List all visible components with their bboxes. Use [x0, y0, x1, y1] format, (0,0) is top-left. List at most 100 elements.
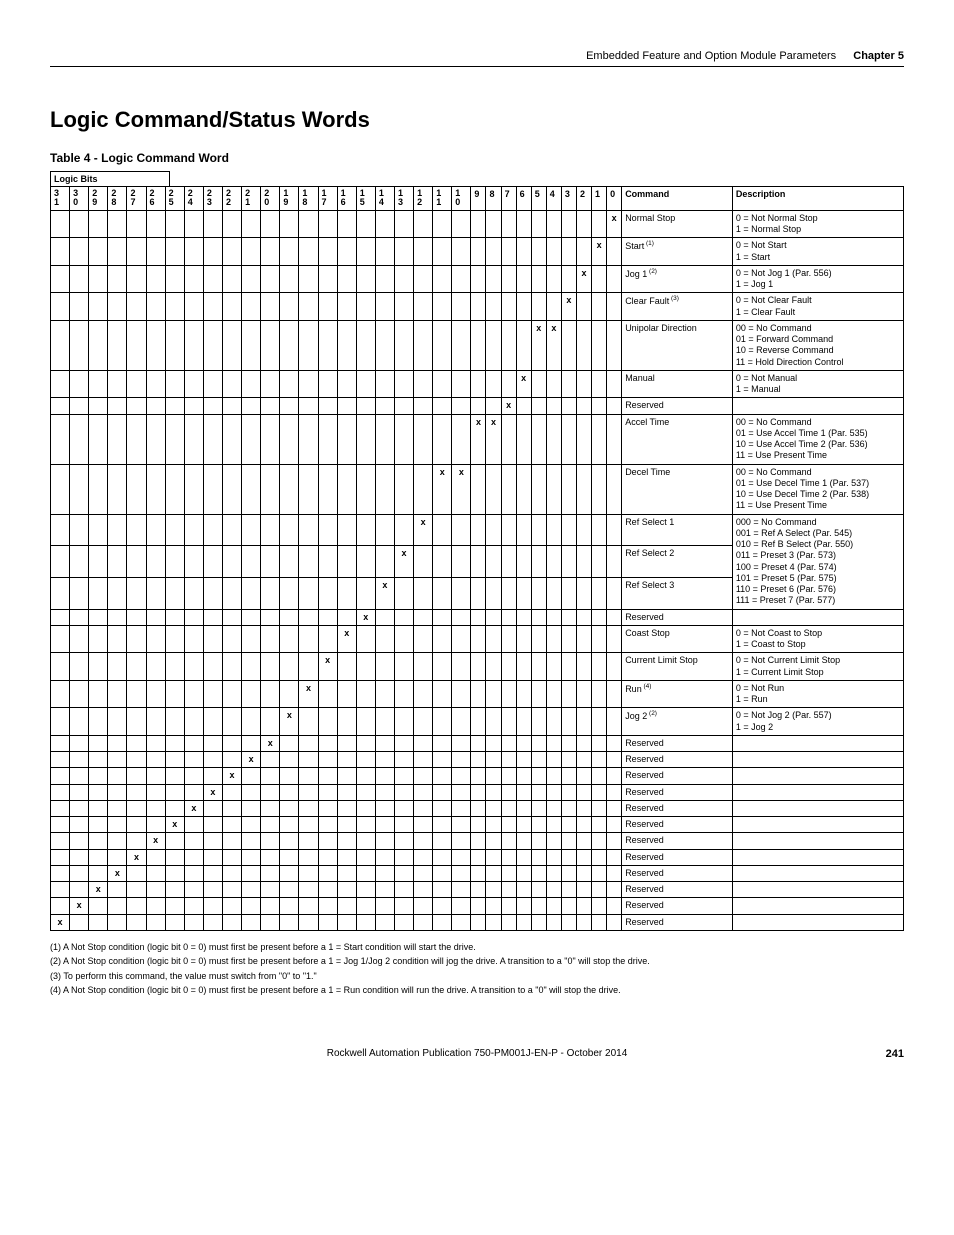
bit-cell	[356, 833, 375, 849]
bit-cell	[299, 800, 318, 816]
description-cell: 0 = Not Current Limit Stop 1 = Current L…	[732, 653, 903, 681]
bit-cell	[433, 833, 452, 849]
bit-cell	[165, 609, 184, 625]
bit-cell	[89, 849, 108, 865]
bit-cell: x	[531, 320, 546, 370]
bit-cell	[222, 514, 241, 546]
footnote: (2) A Not Stop condition (logic bit 0 = …	[50, 955, 904, 969]
bit-cell	[89, 865, 108, 881]
bit-cell	[318, 265, 337, 293]
bit-cell	[242, 238, 261, 266]
bit-cell	[222, 833, 241, 849]
bit-cell	[561, 680, 576, 708]
bit-cell	[299, 849, 318, 865]
bit-header: 8	[486, 187, 501, 211]
bit-cell	[486, 914, 501, 930]
bit-cell	[108, 849, 127, 865]
bit-cell: x	[51, 914, 70, 930]
bit-cell	[414, 577, 433, 609]
bit-cell	[486, 768, 501, 784]
bit-header: 13	[394, 187, 413, 211]
bit-cell	[452, 865, 471, 881]
bit-cell	[299, 577, 318, 609]
bit-cell	[356, 238, 375, 266]
bit-cell	[318, 882, 337, 898]
bit-cell	[108, 464, 127, 514]
bit-cell	[486, 320, 501, 370]
bit-header: 11	[433, 187, 452, 211]
bit-cell	[70, 653, 89, 681]
bit-cell	[394, 265, 413, 293]
bit-cell	[318, 735, 337, 751]
bit-cell	[501, 768, 516, 784]
bit-cell	[356, 680, 375, 708]
bit-cell	[414, 768, 433, 784]
command-cell: Normal Stop	[622, 210, 733, 238]
bit-cell	[576, 625, 591, 653]
bit-cell	[516, 320, 531, 370]
bit-cell	[51, 265, 70, 293]
bit-cell	[471, 817, 486, 833]
bit-cell	[607, 849, 622, 865]
bit-cell	[501, 320, 516, 370]
bit-cell	[89, 609, 108, 625]
bit-cell	[280, 398, 299, 414]
bit-cell	[561, 398, 576, 414]
bit-cell	[203, 817, 222, 833]
description-cell: 00 = No Command 01 = Use Decel Time 1 (P…	[732, 464, 903, 514]
bit-cell	[356, 293, 375, 321]
bit-cell	[203, 370, 222, 398]
command-cell: Run (4)	[622, 680, 733, 708]
bit-cell	[576, 680, 591, 708]
bit-cell	[222, 735, 241, 751]
bit-cell	[165, 370, 184, 398]
header-chapter: Chapter 5	[853, 50, 904, 62]
bit-header: 19	[280, 187, 299, 211]
bit-cell	[414, 708, 433, 736]
bit-cell	[433, 800, 452, 816]
bit-cell	[222, 800, 241, 816]
bit-cell	[576, 238, 591, 266]
bit-cell	[486, 625, 501, 653]
bit-cell	[607, 293, 622, 321]
bit-cell	[501, 784, 516, 800]
bit-cell	[51, 577, 70, 609]
bit-cell	[184, 708, 203, 736]
bit-cell	[531, 414, 546, 464]
bit-cell	[394, 817, 413, 833]
bit-cell	[375, 265, 394, 293]
bit-cell	[433, 414, 452, 464]
bit-cell	[516, 849, 531, 865]
bit-cell	[546, 680, 561, 708]
bit-cell	[531, 849, 546, 865]
bit-cell	[51, 320, 70, 370]
table-row: xReserved	[51, 800, 904, 816]
command-cell: Clear Fault (3)	[622, 293, 733, 321]
bit-cell	[108, 546, 127, 578]
bit-cell	[592, 680, 607, 708]
bit-cell	[452, 265, 471, 293]
table-row: xReserved	[51, 752, 904, 768]
bit-cell	[501, 464, 516, 514]
bit-cell	[394, 210, 413, 238]
bit-cell	[452, 414, 471, 464]
command-cell: Reserved	[622, 398, 733, 414]
bit-header: 24	[184, 187, 203, 211]
bit-cell	[546, 817, 561, 833]
bit-cell	[242, 784, 261, 800]
bit-cell	[394, 514, 413, 546]
bit-cell	[576, 768, 591, 784]
bit-cell	[70, 680, 89, 708]
bit-cell	[222, 238, 241, 266]
bit-cell	[222, 653, 241, 681]
bit-cell: x	[356, 609, 375, 625]
table-row: xNormal Stop0 = Not Normal Stop 1 = Norm…	[51, 210, 904, 238]
bit-cell	[127, 865, 146, 881]
bit-cell	[51, 817, 70, 833]
bit-cell	[375, 914, 394, 930]
bit-cell	[501, 625, 516, 653]
bit-cell	[516, 546, 531, 578]
bit-cell	[89, 800, 108, 816]
bit-header: 15	[356, 187, 375, 211]
bit-cell	[203, 320, 222, 370]
